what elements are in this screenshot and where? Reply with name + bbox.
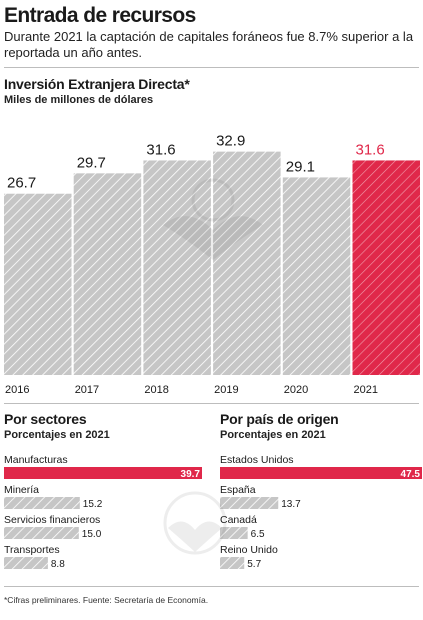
hbar-Transportes bbox=[4, 557, 48, 569]
ied-bar-chart: 26.7 2016 29.7 2017 31.6 2018 32.9 2019 29.1 2020… bbox=[4, 133, 420, 396]
bar-2017 bbox=[73, 173, 142, 375]
page-subtitle: Durante 2021 la captación de capitales f… bbox=[4, 29, 414, 60]
bar-value-label: 26.7 bbox=[7, 175, 36, 192]
hbar-Minería bbox=[4, 497, 80, 509]
main-chart-title: Inversión Extranjera Directa* bbox=[4, 76, 190, 92]
hbar-España bbox=[220, 497, 279, 509]
page-title: Entrada de recursos bbox=[4, 4, 196, 27]
category-label: Canadá bbox=[220, 514, 257, 526]
eagle-seal-watermark bbox=[163, 491, 227, 555]
hbar-value-label: 13.7 bbox=[281, 499, 301, 510]
hbar-Estados Unidos bbox=[220, 467, 422, 479]
category-label: Transportes bbox=[4, 544, 60, 556]
bar-value-label: 29.7 bbox=[77, 154, 106, 171]
country-chart-title: Por país de origen bbox=[220, 411, 339, 427]
sector-bar-chart: Manufacturas 39.7 Minería 15.2 Servicios fin… bbox=[4, 454, 202, 570]
hbar-value-label: 5.7 bbox=[247, 559, 261, 570]
footnote: *Cifras preliminares. Fuente: Secretaría… bbox=[4, 595, 209, 605]
main-chart-unit: Miles de millones de dólares bbox=[4, 94, 154, 106]
year-tick-label: 2020 bbox=[284, 384, 308, 396]
category-label: España bbox=[220, 484, 256, 496]
hbar-Reino Unido bbox=[220, 557, 245, 569]
category-label: Reino Unido bbox=[220, 544, 278, 556]
year-tick-label: 2016 bbox=[5, 384, 29, 396]
bar-value-label: 31.6 bbox=[146, 141, 175, 158]
hbar-value-label: 15.2 bbox=[83, 499, 103, 510]
sector-chart-title: Por sectores bbox=[4, 411, 87, 427]
bar-2021 bbox=[352, 160, 420, 375]
category-label: Estados Unidos bbox=[220, 454, 294, 466]
bar-value-label: 29.1 bbox=[286, 158, 315, 175]
hbar-Canadá bbox=[220, 527, 248, 539]
bar-2018 bbox=[143, 160, 211, 375]
year-tick-label: 2021 bbox=[354, 384, 378, 396]
divider bbox=[4, 403, 419, 404]
category-label: Manufacturas bbox=[4, 454, 68, 466]
category-label: Minería bbox=[4, 484, 39, 496]
divider bbox=[4, 586, 419, 587]
year-tick-label: 2019 bbox=[214, 384, 238, 396]
hbar-Manufacturas bbox=[4, 467, 202, 479]
country-bar-chart: Estados Unidos 47.5 España 13.7 Canadá 6.5 Rei… bbox=[220, 454, 422, 570]
hbar-value-label: 15.0 bbox=[82, 529, 102, 540]
category-label: Servicios financieros bbox=[4, 514, 100, 526]
eagle-seal-watermark bbox=[163, 178, 263, 260]
divider bbox=[4, 67, 419, 68]
bar-value-label: 32.9 bbox=[216, 133, 245, 150]
hbar-value-label: 47.5 bbox=[401, 469, 421, 480]
bar-2020 bbox=[282, 177, 351, 375]
bar-value-label: 31.6 bbox=[356, 141, 385, 158]
bar-2019 bbox=[213, 151, 281, 375]
hbar-value-label: 39.7 bbox=[181, 469, 201, 480]
bar-2016 bbox=[4, 193, 72, 375]
sector-chart-unit: Porcentajes en 2021 bbox=[4, 429, 110, 441]
year-tick-label: 2018 bbox=[144, 384, 168, 396]
country-chart-unit: Porcentajes en 2021 bbox=[220, 429, 326, 441]
hbar-Servicios financieros bbox=[4, 527, 79, 539]
hbar-value-label: 6.5 bbox=[251, 529, 265, 540]
year-tick-label: 2017 bbox=[75, 384, 99, 396]
hbar-value-label: 8.8 bbox=[51, 559, 65, 570]
